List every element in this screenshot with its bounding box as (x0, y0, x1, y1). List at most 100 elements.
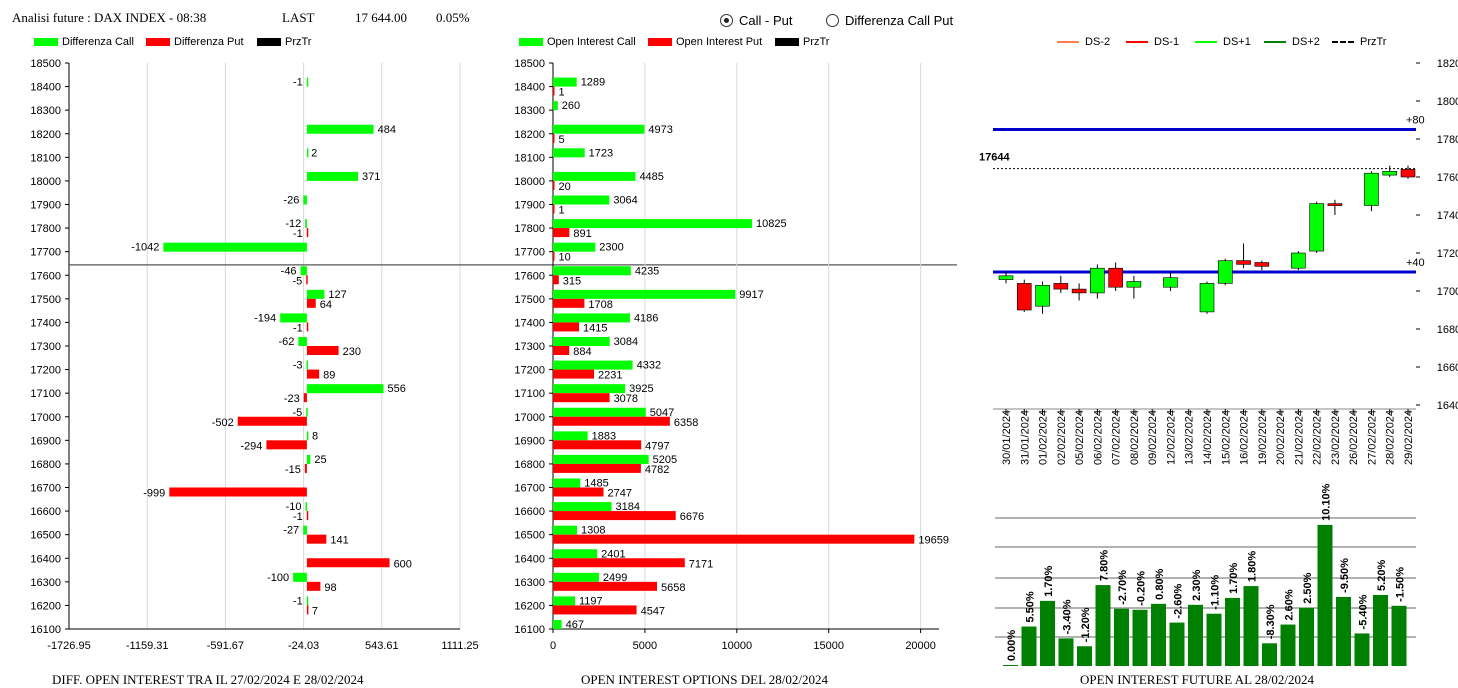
put-bar (306, 369, 320, 379)
radio-diff-call-put[interactable]: Differenza Call Put (826, 13, 953, 28)
call-oi-bar (553, 337, 610, 346)
call-bar (305, 219, 307, 229)
y-tick-label: 16500 (30, 530, 61, 542)
level-line-label: +40 (1406, 257, 1425, 269)
x-tick-label: 21/02/2024 (1293, 410, 1305, 465)
x-tick-label: 15/02/2024 (1220, 410, 1232, 465)
put-bar-label: -1 (293, 228, 303, 240)
oi-future-bar (1095, 585, 1111, 666)
y-tick-label: 17900 (514, 200, 545, 212)
call-oi-label: 4973 (648, 124, 672, 136)
call-bar (303, 525, 307, 535)
candle-body (1382, 171, 1398, 176)
radio-diff-call-put-label: Differenza Call Put (845, 13, 954, 28)
x-tick-label: 5000 (633, 640, 657, 652)
put-bar-label: -1 (293, 322, 303, 334)
call-bar (306, 407, 308, 417)
legend-label: Differenza Put (174, 36, 244, 48)
x-tick-label: 0 (550, 640, 556, 652)
put-oi-bar (553, 322, 580, 332)
candle-body (1217, 260, 1233, 284)
put-oi-bar (553, 133, 555, 143)
candle-body (1254, 262, 1270, 267)
oi-future-bar (1299, 607, 1314, 666)
call-bar-label: -100 (267, 572, 289, 584)
oi-future-label: -5.40% (1358, 594, 1370, 629)
y-tick-label: 17000 (514, 412, 545, 424)
y-tick-label: 18200 (1437, 58, 1458, 70)
put-bar (306, 275, 308, 285)
put-bar (306, 298, 316, 308)
last-value: 17 644.00 (355, 10, 407, 25)
candle-body (1126, 281, 1142, 288)
legend-swatch-black (775, 38, 799, 46)
call-bar-label: -1042 (131, 242, 159, 254)
put-bar-label: -502 (212, 417, 234, 429)
legend-label: DS-2 (1085, 36, 1111, 48)
call-oi-bar (553, 620, 562, 629)
y-tick-label: 16300 (30, 577, 61, 589)
y-tick-label: 16200 (514, 600, 545, 612)
call-oi-label: 2401 (601, 548, 625, 560)
put-oi-bar (553, 204, 555, 214)
legend-ds+2: DS+2 (1264, 36, 1320, 48)
y-tick-label: 17400 (514, 317, 545, 329)
call-oi-label: 2300 (599, 242, 623, 254)
put-bar-label: -23 (284, 393, 300, 405)
oi-future-bar (1317, 524, 1333, 666)
call-oi-label: 1485 (584, 478, 608, 490)
x-tick-label: 30/01/2024 (1001, 410, 1013, 465)
call-bar-label: -194 (254, 312, 276, 324)
put-oi-label: 1708 (588, 299, 612, 311)
put-oi-bar (553, 581, 657, 591)
y-tick-label: 17800 (1437, 134, 1458, 146)
call-oi-label: 1308 (581, 525, 605, 537)
oi-future-bar (1003, 665, 1018, 666)
call-bar (306, 124, 374, 134)
put-oi-bar (553, 440, 642, 450)
put-bar (306, 605, 309, 615)
call-bar (306, 148, 309, 158)
call-oi-bar (553, 171, 636, 181)
call-bar-label: -1 (293, 77, 303, 89)
call-bar-label: -26 (283, 195, 299, 207)
y-tick-label: 16300 (514, 577, 545, 589)
call-oi-label: 3184 (616, 501, 640, 513)
chart2-title: OPEN INTEREST OPTIONS DEL 28/02/2024 (581, 672, 828, 687)
radio-diff-call-put-circle[interactable] (826, 14, 839, 27)
y-tick-label: 17300 (514, 341, 545, 353)
legend-ds-2: DS-2 (1057, 36, 1110, 48)
put-bar (306, 511, 309, 521)
put-bar (303, 393, 307, 403)
call-bar (305, 502, 308, 512)
y-tick-label: 18300 (514, 105, 545, 117)
put-oi-label: 1415 (583, 322, 607, 334)
put-oi-label: 4782 (645, 464, 669, 476)
call-oi-label: 3064 (613, 195, 637, 207)
x-tick-label: 08/02/2024 (1129, 410, 1141, 465)
put-oi-label: 884 (573, 346, 591, 358)
put-bar (237, 416, 307, 426)
y-tick-label: 18400 (30, 82, 61, 94)
change-value: 0.05% (436, 10, 470, 25)
radio-call-put-circle[interactable] (720, 14, 733, 27)
call-bar-label: 8 (312, 430, 318, 442)
x-tick-label: -1726.95 (47, 640, 90, 652)
put-oi-bar (553, 558, 685, 568)
legend-label: Differenza Call (62, 36, 134, 48)
radio-call-put-label: Call - Put (739, 13, 793, 28)
call-bar (300, 266, 307, 276)
call-oi-label: 467 (566, 619, 584, 631)
legend-oi-put: Open Interest Put (648, 36, 762, 48)
call-bar-label: -27 (283, 525, 299, 537)
x-tick-label: -24.03 (288, 640, 319, 652)
put-oi-label: 1 (559, 87, 565, 99)
radio-call-put[interactable]: Call - Put (720, 13, 792, 28)
x-tick-label: 06/02/2024 (1092, 410, 1104, 465)
y-tick-label: 17000 (1437, 286, 1458, 298)
put-oi-bar (553, 605, 637, 615)
call-oi-bar (553, 407, 646, 417)
call-oi-bar (553, 549, 598, 559)
put-bar-label: 600 (394, 558, 412, 570)
